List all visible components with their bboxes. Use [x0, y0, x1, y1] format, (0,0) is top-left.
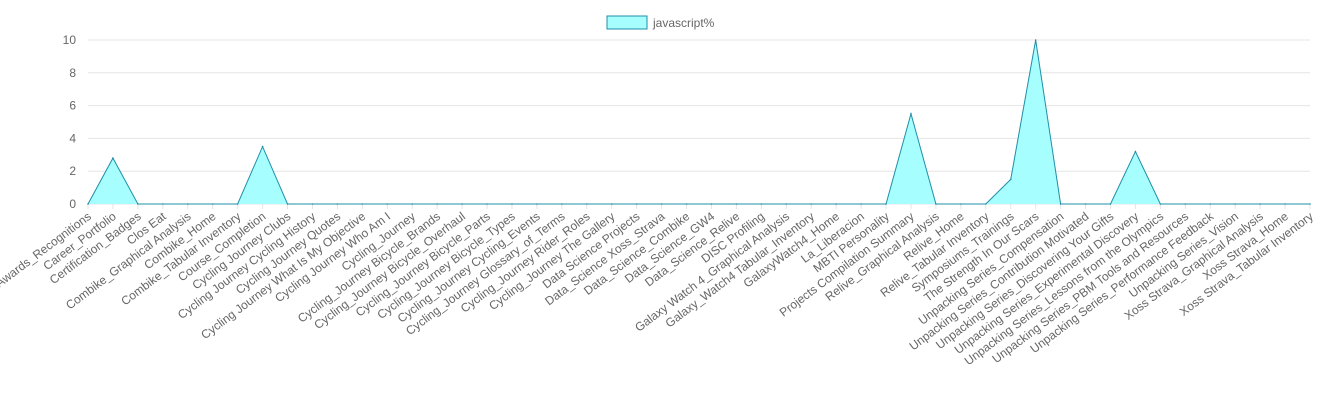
x-axis-ticks: Awards_RecognitionsCareer_PortfolioCerti…	[0, 204, 1316, 368]
data-point[interactable]	[411, 203, 414, 205]
data-point[interactable]	[635, 203, 638, 205]
data-point[interactable]	[710, 203, 713, 205]
data-point[interactable]	[1134, 150, 1137, 153]
data-point[interactable]	[585, 203, 588, 205]
data-point[interactable]	[1184, 203, 1187, 205]
data-point[interactable]	[486, 203, 488, 205]
data-point[interactable]	[685, 203, 688, 205]
data-point[interactable]	[87, 203, 89, 205]
data-point[interactable]	[735, 203, 738, 205]
data-point[interactable]	[511, 203, 513, 205]
series-area-fill	[88, 40, 1310, 204]
data-point[interactable]	[137, 203, 139, 205]
data-point[interactable]	[311, 203, 314, 205]
data-point[interactable]	[760, 203, 763, 205]
data-point[interactable]	[361, 203, 364, 205]
data-point[interactable]	[1209, 203, 1212, 205]
data-point[interactable]	[910, 113, 912, 115]
y-tick-label: 6	[69, 99, 76, 113]
data-point[interactable]	[162, 203, 164, 205]
y-tick-label: 2	[69, 164, 76, 178]
data-point[interactable]	[461, 203, 463, 205]
data-point[interactable]	[336, 203, 339, 205]
data-point[interactable]	[1234, 203, 1236, 205]
series-line	[87, 39, 1310, 205]
data-point[interactable]	[1159, 203, 1162, 205]
y-tick-label: 4	[69, 131, 76, 145]
data-point[interactable]	[1084, 203, 1087, 205]
data-point[interactable]	[386, 203, 389, 205]
data-point[interactable]	[286, 203, 289, 205]
data-point[interactable]	[186, 203, 189, 205]
data-point[interactable]	[984, 203, 987, 205]
data-point[interactable]	[835, 203, 837, 205]
y-tick-label: 8	[69, 66, 76, 80]
data-point[interactable]	[810, 203, 813, 205]
data-point[interactable]	[660, 203, 663, 205]
data-point[interactable]	[436, 203, 438, 205]
legend-swatch	[606, 15, 648, 30]
data-point[interactable]	[112, 157, 114, 159]
data-point[interactable]	[610, 203, 613, 205]
data-point[interactable]	[561, 203, 563, 205]
y-tick-label: 10	[63, 33, 77, 47]
data-point[interactable]	[860, 203, 862, 205]
data-point[interactable]	[885, 203, 887, 205]
y-tick-label: 0	[69, 197, 76, 211]
data-point[interactable]	[536, 203, 538, 205]
legend[interactable]: javascript%	[606, 15, 715, 30]
data-point[interactable]	[1059, 203, 1062, 205]
data-point[interactable]	[1309, 203, 1311, 205]
data-point[interactable]	[1284, 203, 1286, 205]
data-point[interactable]	[261, 145, 264, 148]
data-point[interactable]	[960, 203, 962, 205]
data-point[interactable]	[785, 203, 788, 205]
legend-label: javascript%	[652, 16, 715, 30]
series-layer	[87, 39, 1311, 205]
data-point[interactable]	[1259, 203, 1261, 205]
data-point[interactable]	[211, 203, 214, 205]
data-point[interactable]	[236, 203, 239, 205]
data-point[interactable]	[1034, 39, 1037, 41]
data-point[interactable]	[1009, 178, 1012, 181]
data-point[interactable]	[1109, 203, 1112, 205]
data-point[interactable]	[935, 203, 937, 205]
y-axis-ticks: 0 2 4 6 8 10	[63, 33, 77, 211]
